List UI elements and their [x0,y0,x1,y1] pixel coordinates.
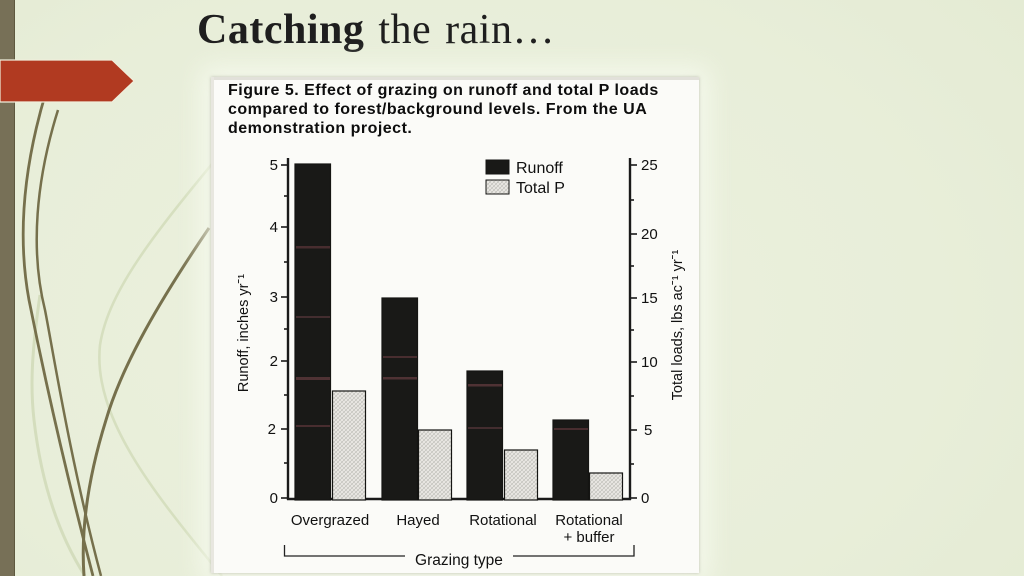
svg-text:0: 0 [641,490,649,507]
svg-text:4: 4 [270,219,278,236]
svg-text:Rotational: Rotational [555,512,623,529]
svg-text:5: 5 [644,422,652,439]
svg-text:10: 10 [641,354,658,371]
svg-text:Grazing type: Grazing type [415,552,503,569]
svg-text:25: 25 [641,157,658,174]
svg-text:+ buffer: + buffer [563,529,614,546]
svg-text:5: 5 [270,157,278,174]
svg-text:2: 2 [268,421,276,438]
svg-text:15: 15 [641,290,658,307]
svg-text:20: 20 [641,226,658,243]
svg-text:Runoff: Runoff [516,160,563,177]
svg-text:Runoff, inches yrˉ¹: Runoff, inches yrˉ¹ [236,274,252,392]
svg-text:2: 2 [270,353,278,370]
svg-text:3: 3 [270,289,278,306]
svg-text:0: 0 [270,490,278,507]
svg-text:Total loads, lbs acˉ¹ yrˉ¹: Total loads, lbs acˉ¹ yrˉ¹ [670,249,686,400]
svg-text:Total P: Total P [516,180,565,197]
svg-text:Overgrazed: Overgrazed [291,512,369,529]
svg-text:Hayed: Hayed [396,512,439,529]
svg-text:Rotational: Rotational [469,512,537,529]
